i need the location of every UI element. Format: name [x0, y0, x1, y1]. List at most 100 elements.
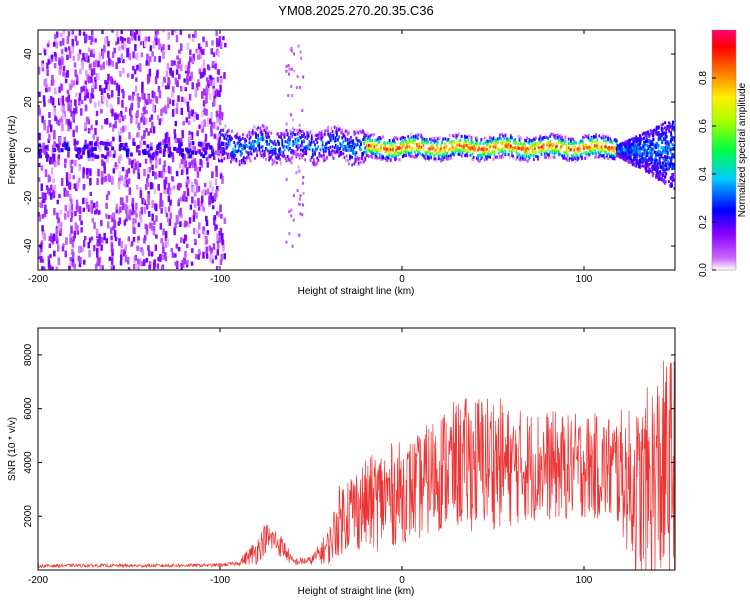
spectrogram-cell	[319, 153, 322, 157]
spectrogram-cell	[67, 124, 70, 132]
spectrogram-cell	[476, 159, 478, 163]
spectrogram-cell	[543, 152, 546, 156]
spectrogram-cell	[623, 152, 626, 156]
spectrogram-cell	[205, 77, 209, 82]
spectrogram-cell	[215, 165, 218, 172]
spectrogram-cell	[376, 151, 379, 155]
spectrogram-cell	[152, 230, 156, 236]
spectrogram-cell	[283, 154, 286, 158]
spectrogram-cell	[214, 134, 218, 140]
spectrogram-cell	[288, 146, 291, 150]
spectrogram-cell	[671, 124, 674, 128]
spectrogram-cell	[301, 141, 303, 145]
spectrogram-cell	[103, 87, 106, 93]
spectrogram-cell	[242, 133, 244, 137]
spectrogram-cell	[661, 127, 664, 131]
spectrogram-cell	[444, 137, 447, 141]
spectrogram-cell	[550, 142, 553, 146]
spectrogram-cell	[640, 147, 643, 151]
spectrogram-cell	[632, 143, 635, 147]
spectrogram-cell	[362, 129, 364, 133]
spectrogram-cell	[171, 109, 175, 117]
spectrogram-cell	[627, 150, 630, 154]
spectrogram-cell	[172, 86, 175, 94]
spectrogram-cell	[74, 222, 78, 230]
spectrogram-cell	[222, 128, 225, 132]
spectrogram-cell	[480, 156, 483, 160]
spectrogram-cell	[573, 140, 576, 144]
spectrogram-cell	[164, 236, 168, 242]
spectrogram-cell	[445, 151, 448, 155]
spectrogram-cell	[213, 223, 217, 232]
spectrogram-cell	[557, 153, 560, 157]
spectrogram-cell	[313, 148, 315, 152]
spectrogram-cell	[590, 142, 593, 146]
spectrogram-cell	[94, 154, 98, 159]
spectrogram-cell	[157, 38, 161, 45]
spectrogram-cell	[242, 147, 244, 151]
spectrogram-cell	[155, 151, 159, 156]
spectrogram-cell	[560, 133, 562, 137]
spectrogram-cell	[67, 46, 71, 51]
spectrogram-cell	[376, 147, 379, 151]
spectrogram-cell	[371, 138, 374, 142]
spectrogram-cell	[38, 143, 42, 148]
spectrogram-cell	[242, 136, 244, 140]
spectrogram-cell	[658, 174, 661, 178]
spectrogram-cell	[270, 150, 273, 154]
spectrogram-cell	[530, 153, 533, 157]
spectrogram-cell	[365, 153, 368, 157]
spectrogram-cell	[669, 176, 672, 180]
spectrogram-cell	[214, 60, 217, 66]
spectrogram-cell	[218, 104, 222, 112]
spectrogram-cell	[58, 118, 62, 124]
spectrogram-cell	[107, 214, 111, 220]
spectrogram-cell	[159, 253, 162, 260]
spectrogram-cell	[210, 130, 213, 137]
spectrogram-cell	[138, 30, 141, 36]
spectrogram-cell	[68, 173, 72, 180]
spectrogram-cell	[599, 150, 602, 154]
spectrogram-cell	[337, 138, 339, 142]
spectrogram-cell	[501, 146, 503, 150]
spectrogram-cell	[485, 139, 488, 143]
spectrogram-cell	[72, 55, 76, 61]
spectrogram-cell	[120, 175, 123, 181]
spectrogram-cell	[279, 150, 281, 154]
spectrogram-cell	[82, 52, 85, 61]
spectrogram-cell	[188, 33, 191, 39]
spectrogram-cell	[270, 131, 273, 135]
spectrogram-cell	[87, 47, 91, 52]
spectrogram-cell	[379, 145, 382, 149]
spectrogram-cell	[350, 146, 352, 150]
spectrogram-cell	[164, 206, 167, 214]
spectrogram-cell	[201, 91, 204, 99]
spectrogram-cell	[528, 151, 531, 155]
spectrogram-cell	[128, 158, 131, 165]
spectrogram-cell	[131, 65, 135, 71]
spectrogram-cell	[61, 123, 64, 132]
spectrogram-cell	[84, 106, 88, 112]
spectrogram-cell	[655, 142, 658, 146]
spectrogram-cell	[126, 73, 130, 78]
spectrogram-cell	[664, 162, 667, 166]
spectrogram-cell	[60, 105, 64, 113]
spectrogram-cell	[402, 143, 405, 147]
spectrogram-cell	[269, 155, 272, 159]
spectrogram-cell	[117, 57, 120, 64]
spectrogram-cell	[205, 40, 208, 47]
spectrogram-cell	[53, 52, 57, 57]
spectrogram-cell	[158, 170, 161, 178]
spectrogram-cell	[47, 56, 51, 62]
spectrogram-cell	[175, 102, 179, 110]
spectrogram-cell	[296, 136, 299, 140]
spectrogram-cell	[254, 156, 256, 160]
spectrogram-cell	[136, 160, 140, 169]
spectrogram-cell	[671, 175, 674, 179]
spectrogram-cell	[167, 31, 171, 40]
spectrogram-cell	[205, 108, 208, 116]
spectrogram-cell	[119, 154, 122, 161]
spectrogram-cell	[77, 53, 80, 61]
spectrogram-cell	[216, 115, 219, 124]
spectrogram-cell	[245, 157, 248, 161]
